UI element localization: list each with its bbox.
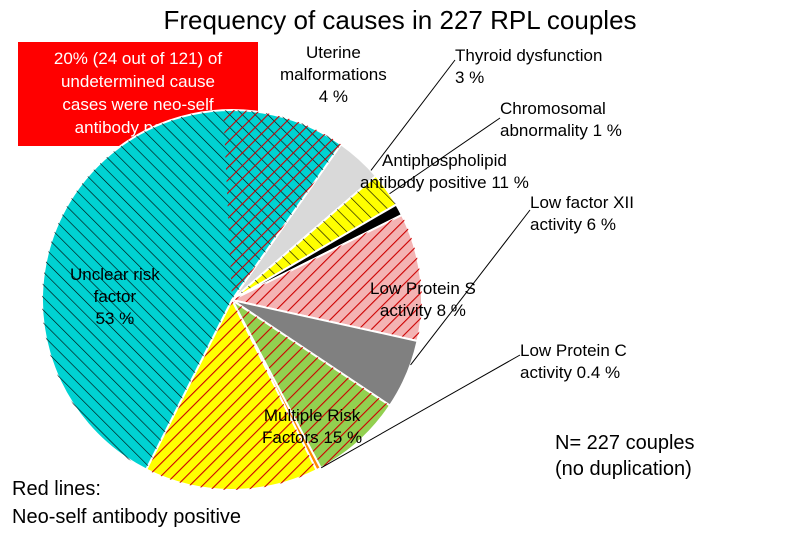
label-aps: Antiphospholipidantibody positive 11 % xyxy=(360,150,529,194)
legend-n: N= 227 couples(no duplication) xyxy=(555,430,695,482)
label-proteinS: Low Protein Sactivity 8 % xyxy=(370,278,476,322)
label-proteinC: Low Protein Cactivity 0.4 % xyxy=(520,340,627,384)
label-uterine: Uterinemalformations4 % xyxy=(280,42,387,108)
legend-redlines: Red lines:Neo-self antibody positive xyxy=(12,475,241,531)
label-multiple: Multiple RiskFactors 15 % xyxy=(262,405,362,449)
label-unclear: Unclear riskfactor53 % xyxy=(70,264,160,330)
label-thyroid: Thyroid dysfunction3 % xyxy=(455,45,602,89)
label-xii: Low factor XIIactivity 6 % xyxy=(530,192,634,236)
label-chrom: Chromosomalabnormality 1 % xyxy=(500,98,622,142)
